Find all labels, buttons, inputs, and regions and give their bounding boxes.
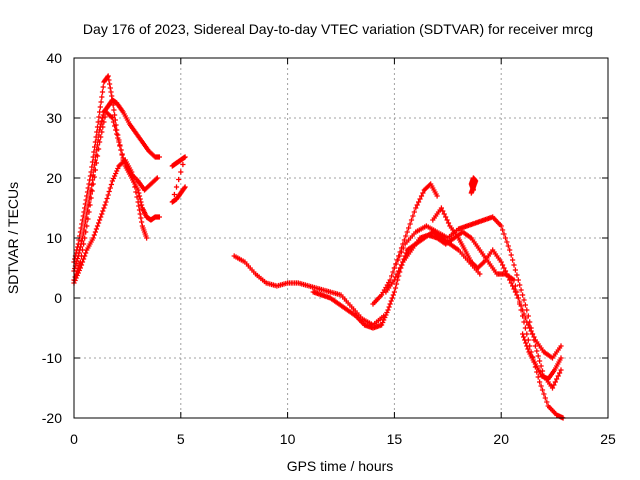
y-tick-label: -20 xyxy=(42,410,62,426)
x-tick-label: 0 xyxy=(70,431,78,447)
axis-ticks: 0 5 10 15 20 25 40 30 20 10 0 -10 -20 xyxy=(42,50,616,447)
marker-path-track-k xyxy=(430,205,564,361)
marker-path-track-e xyxy=(169,154,188,205)
series-track-i xyxy=(383,229,566,421)
marker-path-track-f xyxy=(231,253,387,328)
y-tick-label: 10 xyxy=(46,230,62,246)
series-track-m xyxy=(520,331,564,382)
x-tick-label: 10 xyxy=(280,431,296,447)
series-track-k xyxy=(430,205,564,361)
marker-path-track-i xyxy=(383,229,566,421)
y-axis-label: SDTVAR / TECUs xyxy=(5,182,21,294)
x-tick-label: 15 xyxy=(387,431,403,447)
x-axis-label: GPS time / hours xyxy=(287,458,394,474)
data-marks xyxy=(71,73,566,421)
y-tick-label: 40 xyxy=(46,50,62,66)
y-tick-label: 30 xyxy=(46,110,62,126)
series-track-f xyxy=(231,253,387,328)
marker-path-track-m xyxy=(520,331,564,382)
grid xyxy=(74,58,608,418)
marker-path-track-l xyxy=(468,175,479,196)
series-track-e xyxy=(169,154,188,205)
y-tick-label: 20 xyxy=(46,170,62,186)
y-tick-label: 0 xyxy=(54,290,62,306)
x-tick-label: 5 xyxy=(177,431,185,447)
x-tick-label: 25 xyxy=(600,431,616,447)
x-tick-label: 20 xyxy=(493,431,509,447)
chart-title: Day 176 of 2023, Sidereal Day-to-day VTE… xyxy=(83,21,593,37)
y-tick-label: -10 xyxy=(42,350,62,366)
series-track-l xyxy=(468,175,479,196)
